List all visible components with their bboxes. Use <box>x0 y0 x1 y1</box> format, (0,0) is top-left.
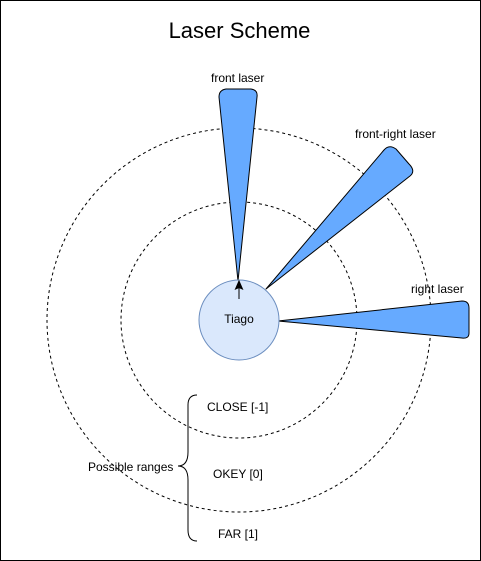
ranges-curly-brace <box>177 394 198 542</box>
range-far-label: FAR [1] <box>218 527 259 541</box>
right-laser-label: right laser <box>411 282 464 296</box>
front-right-laser-label: front-right laser <box>355 127 436 141</box>
range-okey-label: OKEY [0] <box>213 467 263 481</box>
front-laser-beam <box>218 88 258 282</box>
front-right-laser-beam <box>265 146 414 290</box>
ranges-caption: Possible ranges <box>88 460 174 474</box>
robot-label: Tiago <box>224 312 254 326</box>
range-close-label: CLOSE [-1] <box>207 400 269 414</box>
front-laser-label: front laser <box>211 71 265 85</box>
heading-arrow-head <box>234 279 244 290</box>
right-laser-beam <box>277 300 470 339</box>
diagram-title: Laser Scheme <box>168 18 311 43</box>
